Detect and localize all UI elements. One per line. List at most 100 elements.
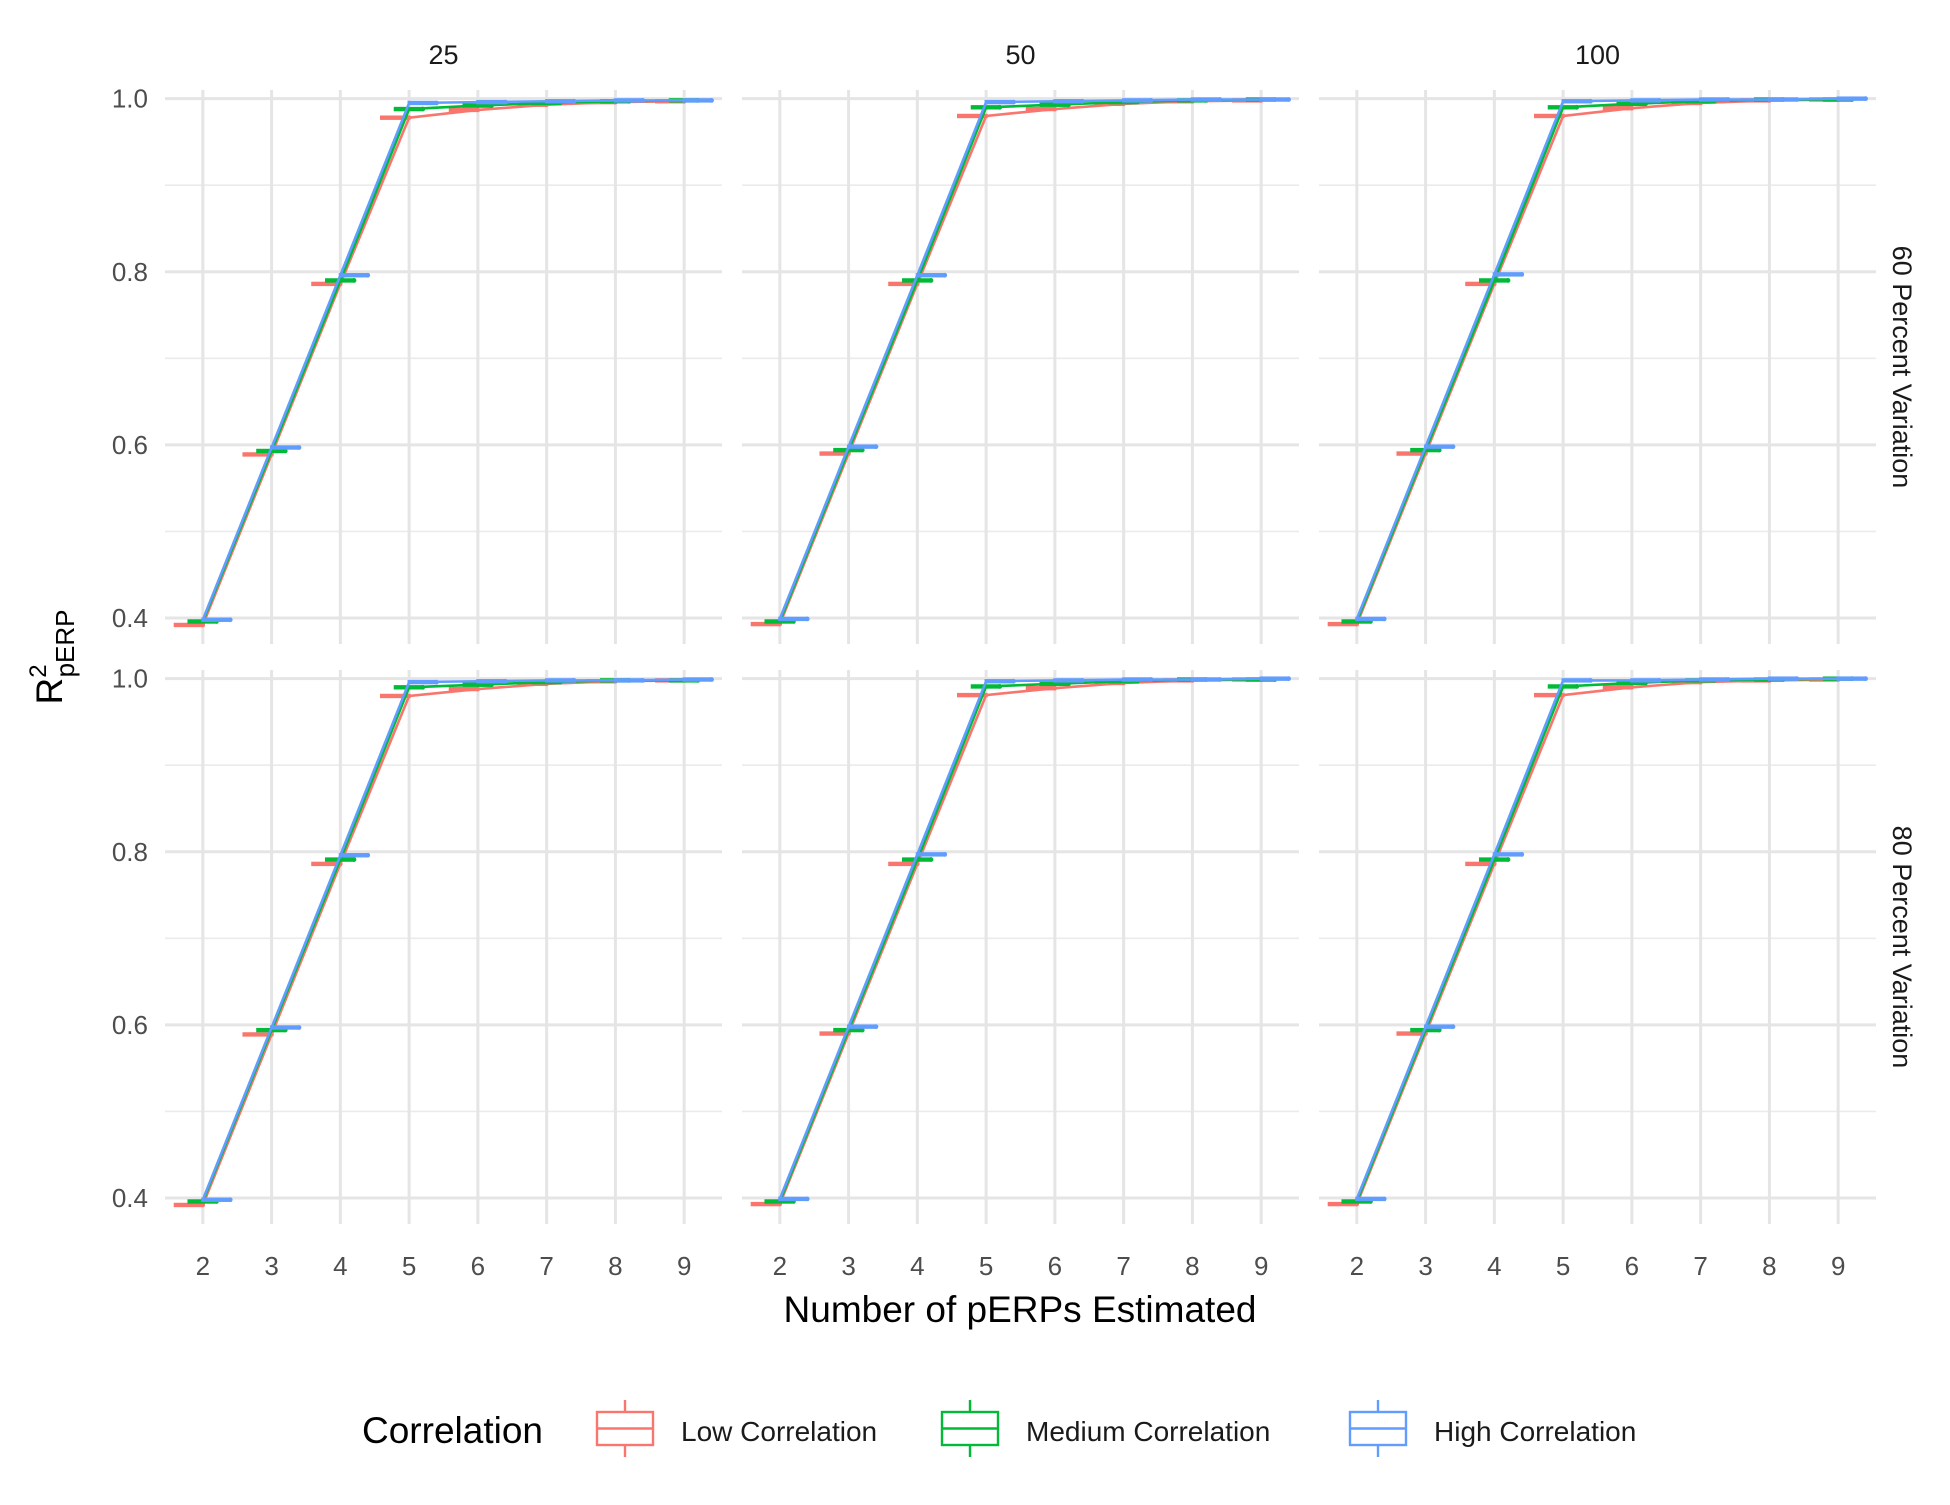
box-mark bbox=[242, 1032, 271, 1037]
outlier-point bbox=[942, 851, 948, 857]
outlier-point bbox=[1450, 1024, 1456, 1030]
box-mark bbox=[1039, 102, 1068, 107]
outlier-point bbox=[1066, 102, 1071, 108]
outlier-point bbox=[873, 1024, 879, 1030]
box-mark bbox=[379, 115, 408, 120]
series-low-correlation bbox=[173, 677, 687, 1208]
box-mark bbox=[1602, 105, 1631, 111]
outlier-point bbox=[709, 677, 714, 682]
box-mark bbox=[1341, 1199, 1370, 1204]
series-line bbox=[778, 98, 1262, 620]
box-mark bbox=[1630, 678, 1659, 683]
x-tick-label: 8 bbox=[1185, 1251, 1199, 1281]
outlier-point bbox=[434, 679, 439, 685]
x-tick-label: 4 bbox=[910, 1251, 924, 1281]
panel-1-1 bbox=[742, 670, 1299, 1224]
box-mark bbox=[1492, 272, 1521, 277]
box-mark bbox=[269, 1025, 298, 1030]
outlier-point bbox=[502, 99, 508, 105]
box-mark bbox=[1616, 101, 1645, 107]
box-mark bbox=[311, 861, 340, 867]
y-axis-title: R2pERP bbox=[25, 609, 80, 704]
box-mark bbox=[1836, 676, 1865, 681]
outlier-point bbox=[200, 1202, 206, 1208]
outlier-point bbox=[406, 115, 412, 121]
x-tick-label: 8 bbox=[608, 1251, 622, 1281]
outlier-point bbox=[420, 684, 426, 690]
text-layer: 0.4 0.6 0.8 1.0 0.4 0.6 0.8 1.0 2 3 4 5 6 7 8 9 2 3 4 5 6 7 8 9… bbox=[25, 40, 1917, 1330]
outlier-point bbox=[1217, 677, 1223, 682]
box-mark bbox=[1492, 852, 1521, 857]
outlier-point bbox=[1217, 97, 1223, 102]
outlier-point bbox=[983, 692, 989, 698]
outlier-point bbox=[997, 104, 1003, 110]
outlier-point bbox=[1519, 271, 1525, 277]
column-strip-label: 50 bbox=[1005, 40, 1035, 70]
outlier-point bbox=[475, 686, 481, 692]
box-mark bbox=[1025, 106, 1054, 112]
column-strip-label: 100 bbox=[1575, 40, 1620, 70]
outlier-point bbox=[1286, 97, 1291, 102]
series-high-correlation bbox=[1355, 96, 1868, 622]
outlier-point bbox=[640, 677, 646, 683]
outlier-point bbox=[928, 278, 934, 283]
x-tick-label: 2 bbox=[773, 1251, 787, 1281]
series-low-correlation bbox=[1327, 97, 1841, 627]
box-mark bbox=[888, 861, 917, 867]
box-mark bbox=[311, 281, 340, 287]
outlier-point bbox=[406, 693, 412, 699]
outlier-point bbox=[1505, 857, 1511, 862]
x-tick-label: 4 bbox=[333, 1251, 347, 1281]
box-mark bbox=[173, 1202, 202, 1208]
outlier-point bbox=[1560, 692, 1566, 698]
outlier-point bbox=[434, 100, 439, 106]
outlier-point bbox=[1629, 105, 1635, 111]
legend-item-medium-correlation: Medium Correlation bbox=[940, 1400, 1270, 1457]
outlier-point bbox=[1794, 676, 1800, 682]
box-mark bbox=[956, 692, 985, 698]
box-mark bbox=[1533, 692, 1562, 698]
box-mark bbox=[764, 619, 793, 624]
box-mark bbox=[915, 273, 944, 278]
outlier-point bbox=[1505, 278, 1511, 283]
box-mark bbox=[764, 1199, 793, 1204]
panel-1-2 bbox=[1319, 670, 1876, 1224]
box-mark bbox=[407, 100, 436, 106]
outlier-point bbox=[1286, 676, 1291, 682]
x-tick-label: 7 bbox=[1693, 1251, 1707, 1281]
box-mark bbox=[778, 1196, 807, 1202]
box-mark bbox=[1767, 676, 1796, 681]
box-mark bbox=[1423, 444, 1452, 449]
box-mark bbox=[1396, 1031, 1425, 1036]
series-medium-correlation bbox=[764, 97, 1278, 624]
x-tick-label: 7 bbox=[539, 1251, 553, 1281]
y-axis-title-sub: pERP bbox=[50, 609, 80, 677]
series-high-correlation bbox=[778, 97, 1291, 622]
y-tick-label: 0.4 bbox=[112, 603, 148, 633]
box-mark bbox=[1039, 681, 1068, 687]
box-mark bbox=[1465, 281, 1494, 287]
box-mark bbox=[448, 686, 477, 692]
box-mark bbox=[1602, 685, 1631, 690]
box-mark bbox=[201, 617, 230, 622]
box-mark bbox=[888, 281, 917, 287]
series-line bbox=[1355, 98, 1839, 625]
series-line bbox=[1355, 677, 1839, 1202]
legend-item-low-correlation: Low Correlation bbox=[595, 1400, 877, 1457]
outlier-point bbox=[1560, 113, 1566, 119]
box-mark bbox=[682, 677, 711, 682]
box-mark bbox=[462, 103, 491, 108]
series-high-correlation bbox=[778, 676, 1291, 1202]
box-mark bbox=[846, 444, 875, 449]
outlier-point bbox=[365, 272, 371, 278]
outlier-point bbox=[1725, 677, 1731, 682]
x-tick-label: 8 bbox=[1762, 1251, 1776, 1281]
box-mark bbox=[1616, 680, 1645, 686]
box-mark bbox=[956, 113, 985, 119]
outlier-point bbox=[1574, 104, 1580, 110]
row-strip-label: 80 Percent Variation bbox=[1887, 826, 1917, 1069]
outlier-point bbox=[1011, 99, 1016, 105]
series-line bbox=[201, 679, 685, 1206]
outlier-point bbox=[1863, 676, 1868, 682]
